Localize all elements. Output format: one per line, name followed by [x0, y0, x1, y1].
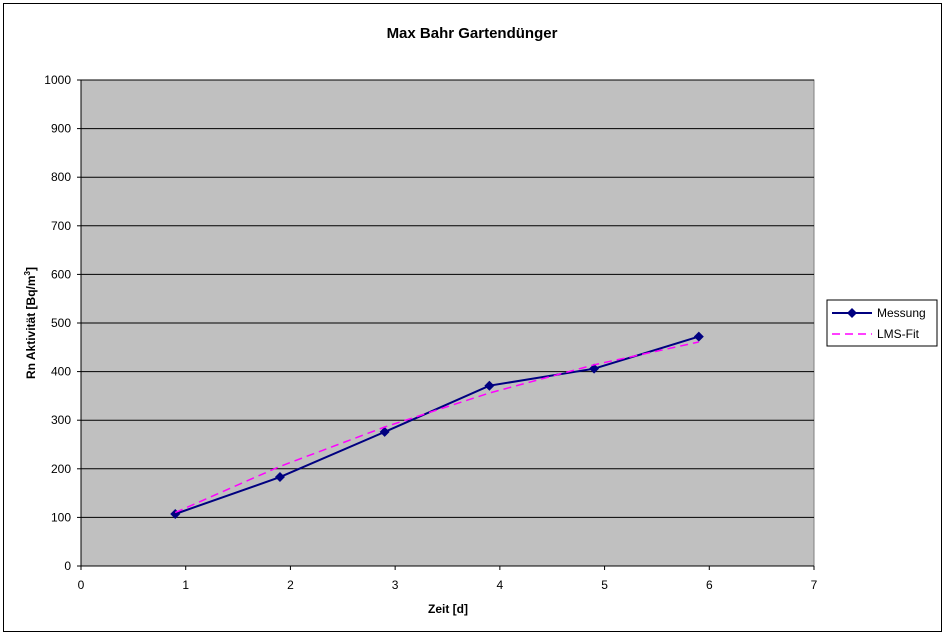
legend-diamond-icon [847, 308, 857, 318]
y-tick-label: 400 [51, 365, 71, 379]
y-tick-label: 700 [51, 219, 71, 233]
chart-title: Max Bahr Gartendünger [387, 25, 558, 42]
y-axis-label-superscript: 3 [23, 270, 32, 275]
x-tick-label: 3 [392, 578, 399, 592]
data-point-marker [693, 331, 704, 342]
y-tick-label: 600 [51, 267, 71, 281]
y-axis-label-end: ] [24, 267, 38, 271]
legend-label-lms-fit: LMS-Fit [877, 327, 920, 341]
legend-label-messung: Messung [877, 306, 926, 320]
x-tick-label: 2 [287, 578, 294, 592]
y-tick-label: 300 [51, 413, 71, 427]
y-tick-label: 100 [51, 510, 71, 524]
y-tick-label: 1000 [44, 73, 71, 87]
y-axis-ticks: 0 100 200 300 400 500 600 700 800 900 1000 [44, 73, 81, 573]
legend: Messung LMS-Fit [826, 299, 938, 347]
series-layer [170, 331, 704, 519]
x-tick-label: 5 [601, 578, 608, 592]
data-point-marker [274, 472, 285, 483]
y-tick-label: 800 [51, 170, 71, 184]
y-axis-label-main: Rn Aktivität [Bq/m [24, 275, 38, 379]
y-tick-label: 200 [51, 462, 71, 476]
gridlines [81, 79, 814, 518]
y-tick-label: 500 [51, 316, 71, 330]
x-tick-label: 7 [811, 578, 818, 592]
data-point-marker [379, 426, 390, 437]
x-tick-label: 6 [706, 578, 713, 592]
data-point-marker [484, 380, 495, 391]
x-tick-label: 0 [78, 578, 85, 592]
x-tick-label: 1 [182, 578, 189, 592]
legend-box [826, 299, 938, 347]
y-axis-label: Rn Aktivität [Bq/m3] [23, 267, 38, 379]
y-tick-label: 900 [51, 122, 71, 136]
x-axis-ticks: 0 1 2 3 4 5 6 7 [78, 566, 818, 592]
series-line-lms-fit [174, 341, 699, 514]
x-tick-label: 4 [497, 578, 504, 592]
x-axis-label: Zeit [d] [428, 602, 468, 616]
series-line-messung [174, 335, 700, 515]
y-tick-label: 0 [64, 559, 71, 573]
